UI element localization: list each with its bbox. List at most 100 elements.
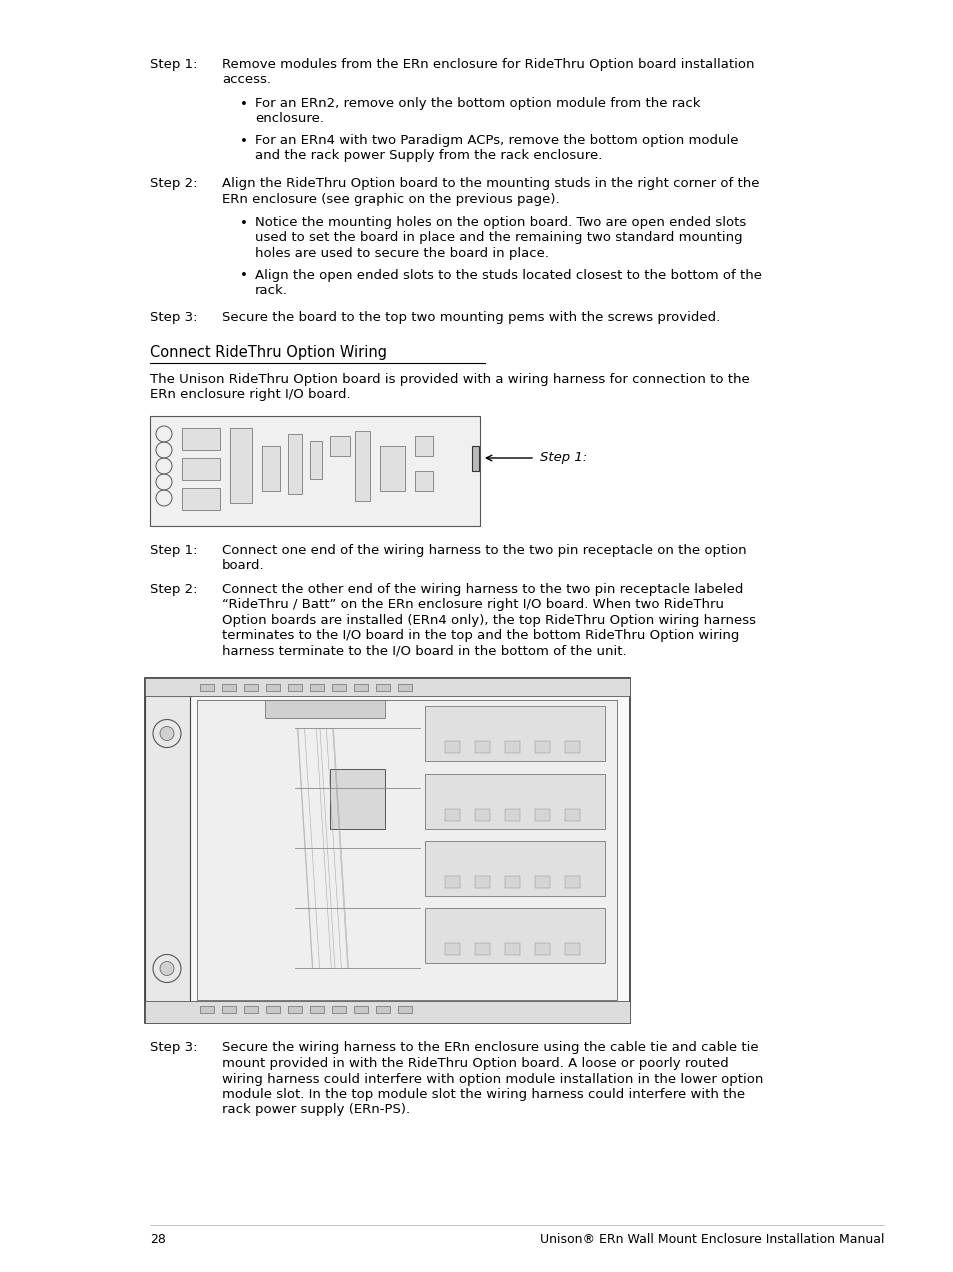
Text: Step 1:: Step 1: (539, 452, 587, 464)
Bar (262, 446, 280, 491)
Bar (222, 1005, 235, 1013)
Text: mount provided in with the RideThru Option board. A loose or poorly routed: mount provided in with the RideThru Opti… (222, 1057, 728, 1070)
Text: Step 1:: Step 1: (150, 544, 197, 557)
Text: For an ERn2, remove only the bottom option module from the rack: For an ERn2, remove only the bottom opti… (254, 97, 700, 109)
Text: board.: board. (222, 560, 264, 572)
Bar (535, 742, 550, 753)
Bar (244, 1005, 257, 1013)
Text: Connect the other end of the wiring harness to the two pin receptacle labeled: Connect the other end of the wiring harn… (222, 583, 742, 597)
Bar (265, 701, 385, 719)
Bar (424, 907, 604, 963)
Text: •: • (240, 98, 248, 111)
Bar (564, 943, 579, 954)
Bar (475, 943, 490, 954)
Text: Align the RideThru Option board to the mounting studs in the right corner of the: Align the RideThru Option board to the m… (222, 177, 759, 190)
Text: Option boards are installed (ERn4 only), the top RideThru Option wiring harness: Option boards are installed (ERn4 only),… (222, 614, 755, 627)
Bar (444, 943, 459, 954)
Bar (182, 427, 220, 450)
Bar (310, 1005, 324, 1013)
Bar (330, 768, 385, 828)
Circle shape (160, 726, 173, 740)
Bar (504, 742, 519, 753)
Text: access.: access. (222, 74, 271, 86)
Bar (564, 809, 579, 820)
Text: Step 3:: Step 3: (150, 1042, 197, 1054)
Text: Secure the wiring harness to the ERn enclosure using the cable tie and cable tie: Secure the wiring harness to the ERn enc… (222, 1042, 758, 1054)
Text: Unison® ERn Wall Mount Enclosure Installation Manual: Unison® ERn Wall Mount Enclosure Install… (539, 1233, 883, 1247)
Text: module slot. In the top module slot the wiring harness could interfere with the: module slot. In the top module slot the … (222, 1088, 744, 1102)
Text: rack.: rack. (254, 284, 288, 296)
Bar (145, 678, 629, 1024)
Bar (504, 943, 519, 954)
Bar (266, 684, 280, 692)
Bar (355, 431, 370, 501)
Text: •: • (240, 135, 248, 148)
Circle shape (160, 962, 173, 976)
Bar (288, 1005, 302, 1013)
Text: rack power supply (ERn-PS).: rack power supply (ERn-PS). (222, 1104, 410, 1117)
Bar (415, 471, 433, 491)
Text: The Unison RideThru Option board is provided with a wiring harness for connectio: The Unison RideThru Option board is prov… (150, 373, 749, 385)
Bar (145, 1001, 629, 1024)
Text: Connect one end of the wiring harness to the two pin receptacle on the option: Connect one end of the wiring harness to… (222, 544, 746, 557)
Bar (475, 742, 490, 753)
Bar (182, 488, 220, 510)
Bar (244, 684, 257, 692)
Bar (354, 1005, 368, 1013)
Text: wiring harness could interfere with option module installation in the lower opti: wiring harness could interfere with opti… (222, 1072, 762, 1085)
Text: 28: 28 (150, 1233, 166, 1247)
Text: enclosure.: enclosure. (254, 112, 324, 126)
Bar (424, 773, 604, 828)
Text: Secure the board to the top two mounting pems with the screws provided.: Secure the board to the top two mounting… (222, 312, 720, 324)
Bar (196, 701, 617, 1001)
Bar (472, 446, 478, 471)
Bar (444, 875, 459, 888)
Bar (444, 742, 459, 753)
Text: Align the open ended slots to the studs located closest to the bottom of the: Align the open ended slots to the studs … (254, 268, 761, 281)
Bar (424, 706, 604, 762)
Text: Connect RideThru Option Wiring: Connect RideThru Option Wiring (150, 345, 387, 360)
Text: ERn enclosure (see graphic on the previous page).: ERn enclosure (see graphic on the previo… (222, 192, 559, 206)
Bar (475, 809, 490, 820)
Bar (182, 458, 220, 480)
Text: Step 1:: Step 1: (150, 59, 197, 71)
Text: Remove modules from the ERn enclosure for RideThru Option board installation: Remove modules from the ERn enclosure fo… (222, 59, 754, 71)
Bar (288, 684, 302, 692)
Bar (379, 446, 405, 491)
Bar (200, 1005, 213, 1013)
Bar (375, 684, 390, 692)
Bar (444, 809, 459, 820)
Bar (415, 436, 433, 455)
Bar (288, 434, 302, 494)
Bar (145, 691, 190, 1011)
Bar (397, 684, 412, 692)
Bar (564, 875, 579, 888)
Bar (266, 1005, 280, 1013)
Text: Step 3:: Step 3: (150, 312, 197, 324)
Bar (332, 684, 346, 692)
Bar (564, 742, 579, 753)
Bar (504, 809, 519, 820)
Bar (150, 416, 479, 527)
Bar (397, 1005, 412, 1013)
Text: “RideThru / Batt” on the ERn enclosure right I/O board. When two RideThru: “RideThru / Batt” on the ERn enclosure r… (222, 599, 723, 612)
Text: ERn enclosure right I/O board.: ERn enclosure right I/O board. (150, 388, 351, 402)
Text: Step 2:: Step 2: (150, 177, 197, 190)
Bar (330, 436, 350, 455)
Bar (332, 1005, 346, 1013)
Text: For an ERn4 with two Paradigm ACPs, remove the bottom option module: For an ERn4 with two Paradigm ACPs, remo… (254, 134, 738, 148)
Bar (504, 875, 519, 888)
Text: used to set the board in place and the remaining two standard mounting: used to set the board in place and the r… (254, 232, 741, 244)
Bar (310, 441, 322, 480)
Bar (535, 943, 550, 954)
Text: and the rack power Supply from the rack enclosure.: and the rack power Supply from the rack … (254, 150, 601, 163)
Bar (200, 684, 213, 692)
Bar (145, 678, 629, 697)
Text: Notice the mounting holes on the option board. Two are open ended slots: Notice the mounting holes on the option … (254, 216, 745, 229)
Bar (424, 841, 604, 895)
Text: terminates to the I/O board in the top and the bottom RideThru Option wiring: terminates to the I/O board in the top a… (222, 630, 739, 642)
Bar (230, 427, 252, 502)
Text: holes are used to secure the board in place.: holes are used to secure the board in pl… (254, 247, 548, 259)
Bar (535, 809, 550, 820)
Bar (535, 875, 550, 888)
